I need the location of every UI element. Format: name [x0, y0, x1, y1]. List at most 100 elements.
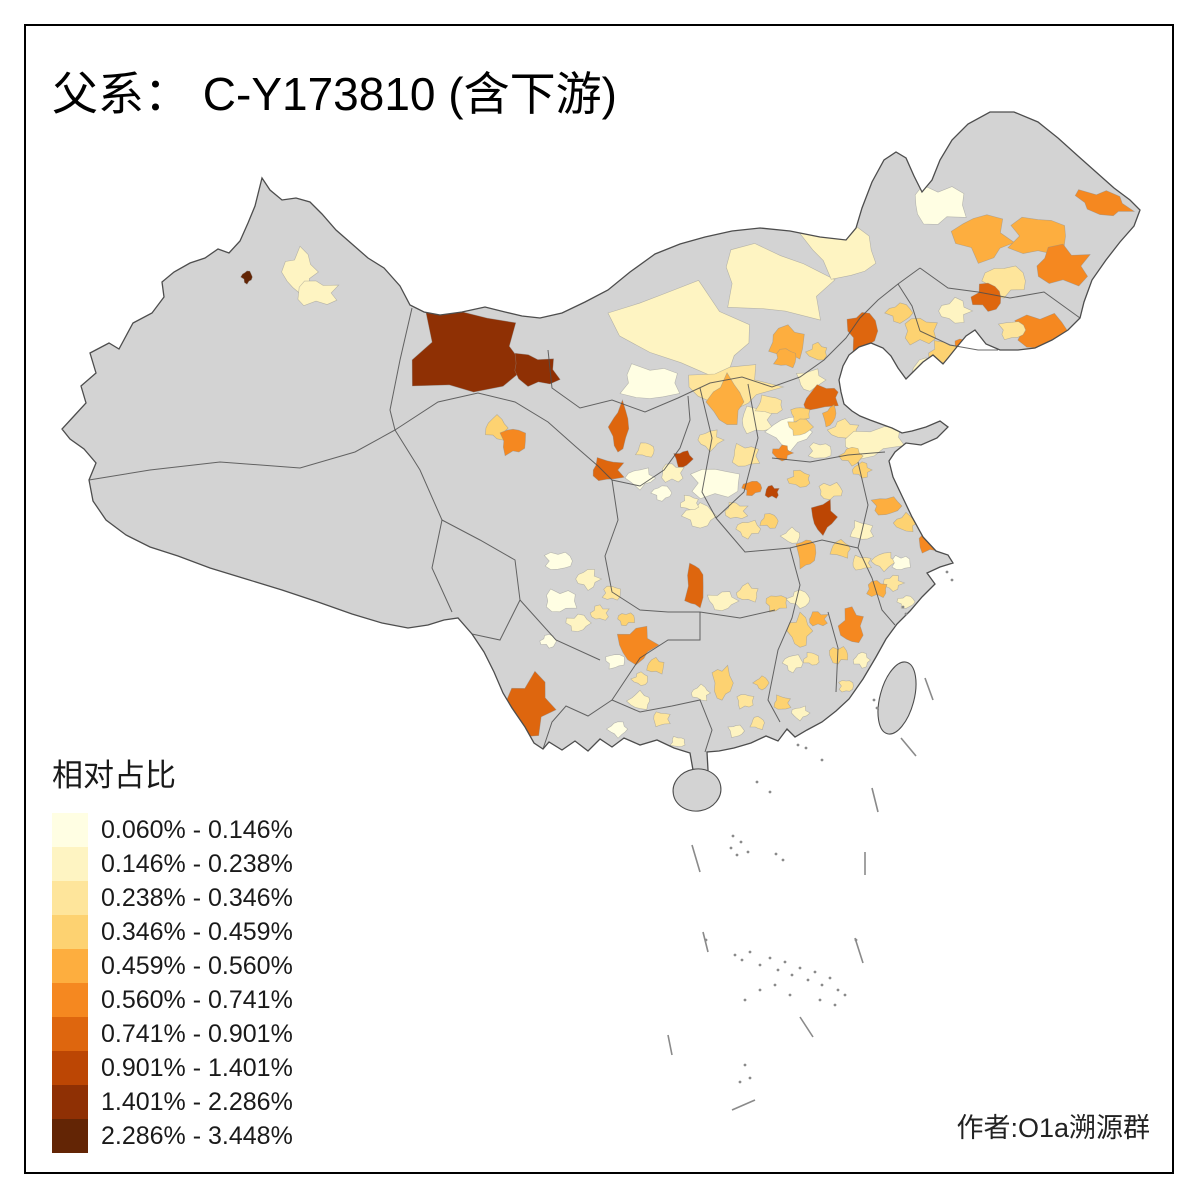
prefecture-patch: [759, 513, 779, 529]
prefecture-patch: [624, 467, 657, 491]
legend-swatch: [52, 1085, 88, 1119]
prefecture-patch: [752, 675, 770, 691]
prefecture-patch: [689, 468, 740, 500]
prefecture-patch: [768, 324, 805, 360]
prefecture-patch: [619, 363, 681, 399]
prefecture-patch: [844, 426, 906, 461]
prefecture-patch: [736, 694, 755, 710]
prefecture-patch: [803, 384, 839, 411]
prefecture-patch: [605, 654, 625, 670]
prefecture-patch: [684, 562, 704, 609]
prefecture-patch: [809, 611, 829, 627]
prefecture-patch: [240, 270, 253, 285]
prefecture-patch: [661, 463, 685, 483]
prefecture-patch: [828, 646, 849, 665]
prefecture-patch: [680, 494, 700, 511]
sea-islets: [667, 570, 954, 1111]
prefecture-patch: [837, 606, 864, 644]
prefecture-patch: [997, 321, 1027, 341]
prefecture-patch: [914, 184, 967, 225]
prefecture-patch: [575, 568, 603, 591]
prefecture-patch: [764, 484, 780, 499]
legend-swatch: [52, 813, 88, 847]
prefecture-patch: [786, 469, 811, 488]
prefecture-patch: [866, 580, 888, 598]
prefecture-patch: [786, 611, 814, 648]
prefecture-patch: [297, 280, 340, 307]
prefecture-patch: [818, 482, 843, 501]
legend-row: 0.146% - 0.238%: [52, 847, 293, 881]
prefecture-patch: [607, 399, 630, 453]
prefecture-patch: [625, 689, 651, 710]
legend-swatch: [52, 1051, 88, 1085]
prefecture-patch: [773, 694, 792, 710]
prefecture-patch: [411, 309, 526, 393]
prefecture-patch: [617, 612, 635, 627]
prefecture-patch: [870, 551, 898, 573]
prefecture-patch: [601, 585, 621, 601]
prefecture-patch: [499, 428, 526, 457]
prefecture-patch: [646, 657, 665, 675]
prefecture-patch: [896, 595, 916, 609]
legend-swatch: [52, 1017, 88, 1051]
prefecture-patch: [735, 519, 762, 540]
attribution: 作者:O1a溯源群: [956, 1113, 1150, 1143]
prefecture-patch: [725, 243, 836, 321]
legend-range-label: 0.060% - 0.146%: [101, 816, 293, 844]
legend-row: 0.346% - 0.459%: [52, 915, 293, 949]
prefecture-patch: [605, 721, 629, 739]
legend: 相对占比 0.060% - 0.146% 0.146% - 0.238% 0.238…: [52, 750, 293, 1153]
prefecture-patch: [870, 496, 903, 516]
prefecture-patch: [785, 589, 811, 609]
prefecture-patch: [706, 591, 740, 612]
legend-swatch: [52, 949, 88, 983]
taiwan-island: [877, 661, 917, 735]
province-borders: [88, 267, 1081, 753]
prefecture-patches: [240, 184, 1136, 747]
legend-row: 0.060% - 0.146%: [52, 813, 293, 847]
prefecture-patch: [731, 442, 761, 467]
map-title: 父系： C-Y173810 (含下游): [52, 68, 617, 120]
national-border: [61, 111, 1141, 783]
prefecture-patch: [891, 555, 911, 570]
prefecture-patch: [892, 511, 918, 533]
prefecture-patch: [970, 282, 1002, 312]
prefecture-patch: [822, 404, 837, 428]
prefecture-patch: [852, 651, 871, 669]
legend-row: 0.741% - 0.901%: [52, 1017, 293, 1051]
prefecture-patch: [851, 461, 873, 479]
prefecture-patch: [634, 442, 655, 458]
hainan-island: [672, 768, 722, 812]
prefecture-patch: [592, 457, 625, 482]
prefecture-patch: [791, 705, 811, 722]
prefecture-patch: [838, 446, 864, 467]
prefecture-patch: [838, 680, 854, 693]
prefecture-patch: [589, 604, 610, 621]
prefecture-patch: [754, 394, 783, 414]
legend-range-label: 1.401% - 2.286%: [101, 1088, 293, 1116]
legend-row: 0.560% - 0.741%: [52, 983, 293, 1017]
legend-range-label: 0.146% - 0.238%: [101, 850, 293, 878]
legend-range-label: 2.286% - 3.448%: [101, 1122, 293, 1150]
legend-rows: 0.060% - 0.146% 0.146% - 0.238% 0.238% - 0…: [52, 813, 293, 1153]
prefecture-patch: [810, 498, 839, 537]
prefecture-patch: [741, 481, 763, 497]
prefecture-patch: [787, 418, 814, 436]
prefecture-patch: [1036, 243, 1091, 287]
prefecture-patch: [691, 683, 712, 702]
legend-range-label: 0.238% - 0.346%: [101, 884, 293, 912]
prefecture-patch: [680, 502, 718, 529]
prefecture-patch: [807, 442, 832, 459]
legend-row: 0.459% - 0.560%: [52, 949, 293, 983]
prefecture-patch: [1074, 189, 1136, 217]
legend-range-label: 0.741% - 0.901%: [101, 1020, 293, 1048]
prefecture-patch: [543, 551, 573, 570]
prefecture-patch: [938, 296, 974, 324]
prefecture-patch: [735, 582, 759, 603]
legend-range-label: 0.459% - 0.560%: [101, 952, 293, 980]
legend-range-label: 0.346% - 0.459%: [101, 918, 293, 946]
prefecture-patch: [673, 450, 694, 468]
prefecture-patch: [669, 736, 686, 747]
